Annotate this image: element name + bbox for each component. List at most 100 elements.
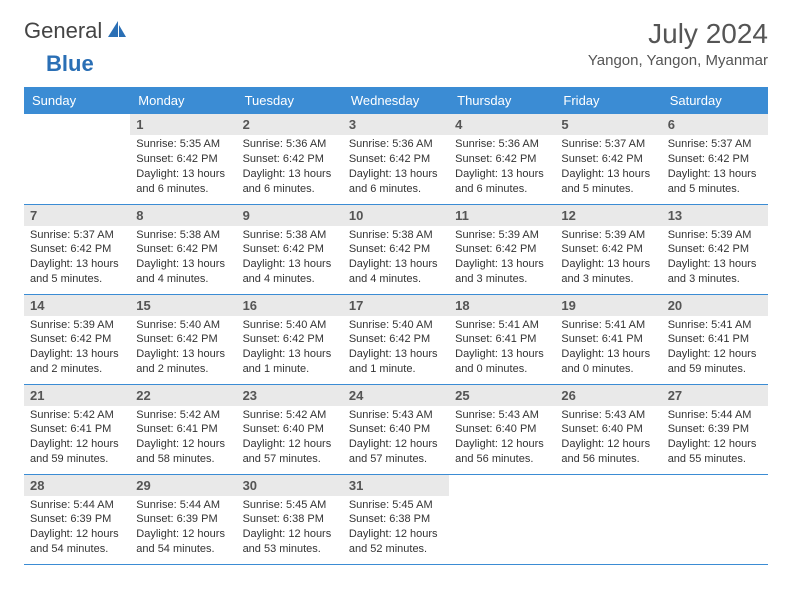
sunset-line: Sunset: 6:39 PM: [30, 512, 124, 527]
day-details: Sunrise: 5:44 AMSunset: 6:39 PMDaylight:…: [24, 496, 130, 561]
day-number: 3: [343, 114, 449, 135]
calendar-week-row: 28Sunrise: 5:44 AMSunset: 6:39 PMDayligh…: [24, 474, 768, 564]
daylight-line: Daylight: 13 hours and 5 minutes.: [561, 167, 655, 197]
sunset-line: Sunset: 6:42 PM: [668, 152, 762, 167]
calendar-day-cell: 29Sunrise: 5:44 AMSunset: 6:39 PMDayligh…: [130, 474, 236, 564]
day-number: 1: [130, 114, 236, 135]
sunrise-line: Sunrise: 5:45 AM: [243, 498, 337, 513]
day-number: 10: [343, 205, 449, 226]
sunset-line: Sunset: 6:42 PM: [136, 152, 230, 167]
daylight-line: Daylight: 12 hours and 59 minutes.: [668, 347, 762, 377]
sunset-line: Sunset: 6:38 PM: [243, 512, 337, 527]
sunset-line: Sunset: 6:42 PM: [349, 242, 443, 257]
sunrise-line: Sunrise: 5:42 AM: [30, 408, 124, 423]
daylight-line: Daylight: 13 hours and 0 minutes.: [561, 347, 655, 377]
daylight-line: Daylight: 13 hours and 6 minutes.: [349, 167, 443, 197]
sunset-line: Sunset: 6:42 PM: [349, 332, 443, 347]
sunrise-line: Sunrise: 5:43 AM: [349, 408, 443, 423]
calendar-day-cell: 11Sunrise: 5:39 AMSunset: 6:42 PMDayligh…: [449, 204, 555, 294]
calendar-day-cell: 5Sunrise: 5:37 AMSunset: 6:42 PMDaylight…: [555, 114, 661, 204]
sunset-line: Sunset: 6:42 PM: [136, 332, 230, 347]
daylight-line: Daylight: 12 hours and 59 minutes.: [30, 437, 124, 467]
daylight-line: Daylight: 13 hours and 6 minutes.: [136, 167, 230, 197]
day-number: 2: [237, 114, 343, 135]
sunset-line: Sunset: 6:42 PM: [243, 332, 337, 347]
brand-text-1: General: [24, 18, 102, 44]
day-details: Sunrise: 5:37 AMSunset: 6:42 PMDaylight:…: [24, 226, 130, 291]
day-details: Sunrise: 5:43 AMSunset: 6:40 PMDaylight:…: [343, 406, 449, 471]
day-details: Sunrise: 5:39 AMSunset: 6:42 PMDaylight:…: [449, 226, 555, 291]
daylight-line: Daylight: 12 hours and 53 minutes.: [243, 527, 337, 557]
brand-text-2: Blue: [46, 51, 94, 77]
day-number: 17: [343, 295, 449, 316]
daylight-line: Daylight: 12 hours and 54 minutes.: [136, 527, 230, 557]
daylight-line: Daylight: 13 hours and 2 minutes.: [30, 347, 124, 377]
calendar-week-row: ..1Sunrise: 5:35 AMSunset: 6:42 PMDaylig…: [24, 114, 768, 204]
sunrise-line: Sunrise: 5:40 AM: [349, 318, 443, 333]
day-details: Sunrise: 5:44 AMSunset: 6:39 PMDaylight:…: [130, 496, 236, 561]
sunset-line: Sunset: 6:39 PM: [668, 422, 762, 437]
day-number: 19: [555, 295, 661, 316]
sunrise-line: Sunrise: 5:40 AM: [243, 318, 337, 333]
day-number: 16: [237, 295, 343, 316]
brand-logo: General: [24, 18, 130, 44]
day-details: Sunrise: 5:35 AMSunset: 6:42 PMDaylight:…: [130, 135, 236, 200]
day-details: Sunrise: 5:37 AMSunset: 6:42 PMDaylight:…: [555, 135, 661, 200]
day-details: Sunrise: 5:39 AMSunset: 6:42 PMDaylight:…: [555, 226, 661, 291]
day-number: 15: [130, 295, 236, 316]
sunset-line: Sunset: 6:41 PM: [30, 422, 124, 437]
daylight-line: Daylight: 13 hours and 5 minutes.: [30, 257, 124, 287]
sunset-line: Sunset: 6:42 PM: [455, 152, 549, 167]
calendar-day-cell: 31Sunrise: 5:45 AMSunset: 6:38 PMDayligh…: [343, 474, 449, 564]
calendar-day-cell: 16Sunrise: 5:40 AMSunset: 6:42 PMDayligh…: [237, 294, 343, 384]
daylight-line: Daylight: 13 hours and 6 minutes.: [455, 167, 549, 197]
calendar-day-cell: 19Sunrise: 5:41 AMSunset: 6:41 PMDayligh…: [555, 294, 661, 384]
calendar-day-cell: 6Sunrise: 5:37 AMSunset: 6:42 PMDaylight…: [662, 114, 768, 204]
day-details: Sunrise: 5:41 AMSunset: 6:41 PMDaylight:…: [449, 316, 555, 381]
sunset-line: Sunset: 6:41 PM: [668, 332, 762, 347]
sunrise-line: Sunrise: 5:36 AM: [243, 137, 337, 152]
sunset-line: Sunset: 6:41 PM: [561, 332, 655, 347]
calendar-day-cell: 2Sunrise: 5:36 AMSunset: 6:42 PMDaylight…: [237, 114, 343, 204]
day-details: Sunrise: 5:42 AMSunset: 6:41 PMDaylight:…: [24, 406, 130, 471]
day-number: 8: [130, 205, 236, 226]
sunrise-line: Sunrise: 5:35 AM: [136, 137, 230, 152]
calendar-day-cell: 28Sunrise: 5:44 AMSunset: 6:39 PMDayligh…: [24, 474, 130, 564]
calendar-day-cell: 15Sunrise: 5:40 AMSunset: 6:42 PMDayligh…: [130, 294, 236, 384]
day-number: 6: [662, 114, 768, 135]
calendar-day-cell: 7Sunrise: 5:37 AMSunset: 6:42 PMDaylight…: [24, 204, 130, 294]
sunrise-line: Sunrise: 5:43 AM: [561, 408, 655, 423]
day-number: 12: [555, 205, 661, 226]
calendar-day-cell: 26Sunrise: 5:43 AMSunset: 6:40 PMDayligh…: [555, 384, 661, 474]
sunset-line: Sunset: 6:42 PM: [243, 152, 337, 167]
day-details: Sunrise: 5:38 AMSunset: 6:42 PMDaylight:…: [130, 226, 236, 291]
daylight-line: Daylight: 12 hours and 56 minutes.: [455, 437, 549, 467]
calendar-day-cell: 1Sunrise: 5:35 AMSunset: 6:42 PMDaylight…: [130, 114, 236, 204]
sunrise-line: Sunrise: 5:45 AM: [349, 498, 443, 513]
calendar-day-cell: 10Sunrise: 5:38 AMSunset: 6:42 PMDayligh…: [343, 204, 449, 294]
daylight-line: Daylight: 13 hours and 3 minutes.: [668, 257, 762, 287]
daylight-line: Daylight: 13 hours and 3 minutes.: [561, 257, 655, 287]
day-number: 20: [662, 295, 768, 316]
day-number: 21: [24, 385, 130, 406]
day-number: 9: [237, 205, 343, 226]
calendar-day-cell: 9Sunrise: 5:38 AMSunset: 6:42 PMDaylight…: [237, 204, 343, 294]
weekday-header: Monday: [130, 87, 236, 114]
calendar-day-cell: 22Sunrise: 5:42 AMSunset: 6:41 PMDayligh…: [130, 384, 236, 474]
weekday-header-row: SundayMondayTuesdayWednesdayThursdayFrid…: [24, 87, 768, 114]
sail-icon: [106, 19, 128, 44]
day-number: 31: [343, 475, 449, 496]
calendar-week-row: 14Sunrise: 5:39 AMSunset: 6:42 PMDayligh…: [24, 294, 768, 384]
daylight-line: Daylight: 12 hours and 57 minutes.: [243, 437, 337, 467]
day-details: Sunrise: 5:43 AMSunset: 6:40 PMDaylight:…: [449, 406, 555, 471]
sunrise-line: Sunrise: 5:37 AM: [30, 228, 124, 243]
day-details: Sunrise: 5:40 AMSunset: 6:42 PMDaylight:…: [130, 316, 236, 381]
day-details: Sunrise: 5:38 AMSunset: 6:42 PMDaylight:…: [343, 226, 449, 291]
sunset-line: Sunset: 6:42 PM: [561, 152, 655, 167]
daylight-line: Daylight: 12 hours and 56 minutes.: [561, 437, 655, 467]
day-number: 27: [662, 385, 768, 406]
sunrise-line: Sunrise: 5:36 AM: [349, 137, 443, 152]
day-details: Sunrise: 5:41 AMSunset: 6:41 PMDaylight:…: [662, 316, 768, 381]
sunrise-line: Sunrise: 5:39 AM: [668, 228, 762, 243]
daylight-line: Daylight: 12 hours and 54 minutes.: [30, 527, 124, 557]
